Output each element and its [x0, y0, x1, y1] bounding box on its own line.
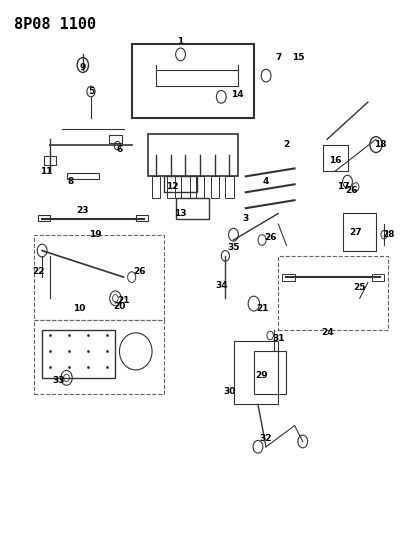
Text: 13: 13 — [174, 209, 187, 218]
Text: 21: 21 — [255, 304, 267, 313]
Text: 31: 31 — [272, 334, 284, 343]
Text: 23: 23 — [76, 206, 89, 215]
Text: 18: 18 — [373, 140, 385, 149]
Text: 17: 17 — [336, 182, 349, 191]
Text: 33: 33 — [52, 376, 65, 385]
Text: 29: 29 — [255, 370, 267, 379]
Text: 24: 24 — [320, 328, 333, 337]
Text: 2: 2 — [283, 140, 289, 149]
Text: 35: 35 — [227, 244, 239, 253]
Text: 21: 21 — [117, 296, 130, 305]
Text: 8: 8 — [67, 177, 74, 186]
Text: 5: 5 — [88, 87, 94, 96]
Text: 32: 32 — [259, 434, 272, 443]
Text: 19: 19 — [88, 230, 101, 239]
Text: 3: 3 — [242, 214, 248, 223]
Text: 7: 7 — [274, 53, 281, 62]
Text: 1: 1 — [177, 37, 183, 46]
Text: 20: 20 — [113, 302, 126, 311]
Text: 16: 16 — [328, 156, 341, 165]
Text: 28: 28 — [381, 230, 393, 239]
Text: 4: 4 — [262, 177, 269, 186]
Text: 22: 22 — [32, 268, 44, 276]
Text: 30: 30 — [223, 386, 235, 395]
Text: 10: 10 — [72, 304, 85, 313]
Text: 15: 15 — [292, 53, 304, 62]
Text: 9: 9 — [79, 63, 86, 72]
Text: 26: 26 — [263, 233, 276, 242]
Text: 6: 6 — [116, 146, 122, 155]
Text: 8P08 1100: 8P08 1100 — [13, 17, 95, 33]
Text: 14: 14 — [231, 90, 243, 99]
Text: 26: 26 — [133, 268, 146, 276]
Text: 27: 27 — [348, 228, 361, 237]
Text: 12: 12 — [166, 182, 178, 191]
Text: 26: 26 — [344, 186, 357, 195]
Text: 34: 34 — [214, 280, 227, 289]
Text: 25: 25 — [353, 283, 365, 292]
Text: 11: 11 — [40, 166, 52, 175]
